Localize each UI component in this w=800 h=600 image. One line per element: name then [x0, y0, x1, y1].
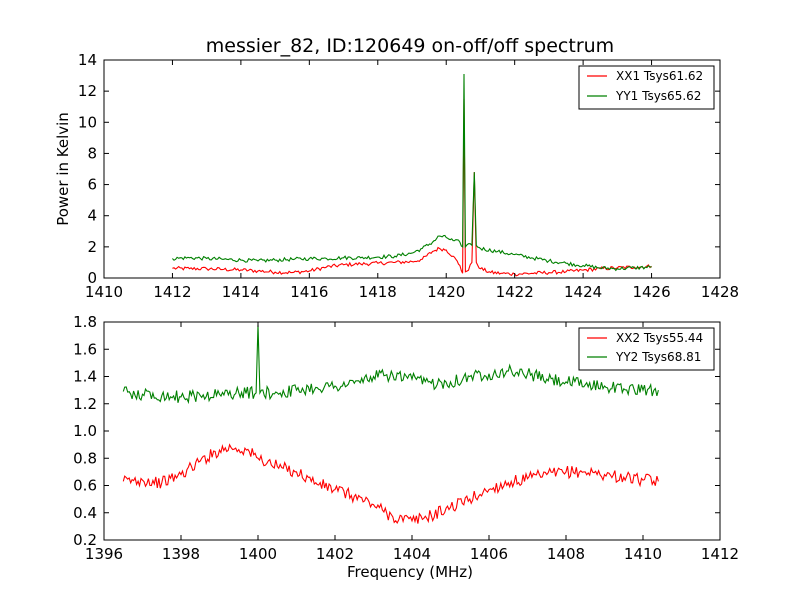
y-tick-label: 1.0	[73, 422, 97, 440]
y-tick-label: 0.8	[73, 449, 97, 467]
y-tick-label: 12	[78, 82, 97, 100]
x-tick-label: 1414	[222, 283, 260, 301]
x-axis-label: Frequency (MHz)	[347, 563, 473, 581]
y-tick-label: 6	[87, 176, 97, 194]
y-tick-label: 10	[78, 113, 97, 131]
y-tick-label: 0	[87, 269, 97, 287]
legend-label-xx1: XX1 Tsys61.62	[616, 69, 703, 83]
x-tick-label: 1426	[632, 283, 670, 301]
y-axis-label: Power in Kelvin	[54, 112, 72, 226]
x-tick-label: 1402	[316, 545, 354, 563]
x-tick-label: 1408	[547, 545, 585, 563]
top-chart-panel: messier_82, ID:120649 on-off/off spectru…	[54, 35, 739, 301]
y-tick-label: 8	[87, 144, 97, 162]
chart-title: messier_82, ID:120649 on-off/off spectru…	[206, 35, 614, 57]
legend-label-yy1: YY1 Tsys65.62	[615, 89, 701, 103]
bottom-chart-panel: Frequency (MHz) 1396 1398 1400 1402 1404 1406…	[73, 313, 739, 581]
y-tick-label: 1.2	[73, 395, 97, 413]
plot-area-bottom	[122, 324, 659, 524]
y-tick-label: 1.8	[73, 313, 97, 331]
x-tick-label: 1410	[85, 283, 123, 301]
series-line-0	[122, 443, 659, 524]
x-tick-label: 1410	[624, 545, 662, 563]
y-tick-label: 0.2	[73, 531, 97, 549]
legend-label-xx2: XX2 Tsys55.44	[616, 331, 703, 345]
legend-bottom: XX2 Tsys55.44 YY2 Tsys68.81	[578, 327, 715, 371]
y-tick-label: 1.4	[73, 368, 97, 386]
series-line-1	[171, 73, 652, 272]
plot-area-top	[171, 73, 652, 277]
series-line-0	[172, 98, 652, 277]
legend-box	[578, 65, 715, 110]
x-tick-label: 1400	[239, 545, 277, 563]
x-tick-label: 1406	[470, 545, 508, 563]
axis-ticks-top: 1410 1412 1414 1416 1418 1420 1422 1424 1426 1428…	[78, 51, 739, 301]
x-tick-label: 1404	[393, 545, 431, 563]
y-tick-label: 2	[87, 238, 97, 256]
x-tick-label: 1396	[85, 545, 123, 563]
legend-top: XX1 Tsys61.62 YY1 Tsys65.62	[578, 65, 715, 110]
x-tick-label: 1416	[290, 283, 328, 301]
y-tick-label: 0.4	[73, 504, 97, 522]
series-line-1	[122, 324, 659, 405]
x-tick-label: 1412	[701, 545, 739, 563]
x-tick-label: 1412	[153, 283, 191, 301]
y-tick-label: 0.6	[73, 477, 97, 495]
x-tick-label: 1424	[564, 283, 602, 301]
axis-ticks-bottom: 1396 1398 1400 1402 1404 1406 1408 1410 1412 0.2 0…	[73, 313, 739, 563]
y-tick-label: 1.6	[73, 340, 97, 358]
y-tick-label: 14	[78, 51, 97, 69]
legend-box	[578, 327, 715, 371]
plot-frame-top	[103, 59, 721, 279]
x-tick-label: 1398	[162, 545, 200, 563]
x-tick-label: 1422	[496, 283, 534, 301]
x-tick-label: 1428	[701, 283, 739, 301]
legend-label-yy2: YY2 Tsys68.81	[615, 350, 701, 364]
x-tick-label: 1418	[359, 283, 397, 301]
y-tick-label: 4	[87, 207, 97, 225]
x-tick-label: 1420	[427, 283, 465, 301]
